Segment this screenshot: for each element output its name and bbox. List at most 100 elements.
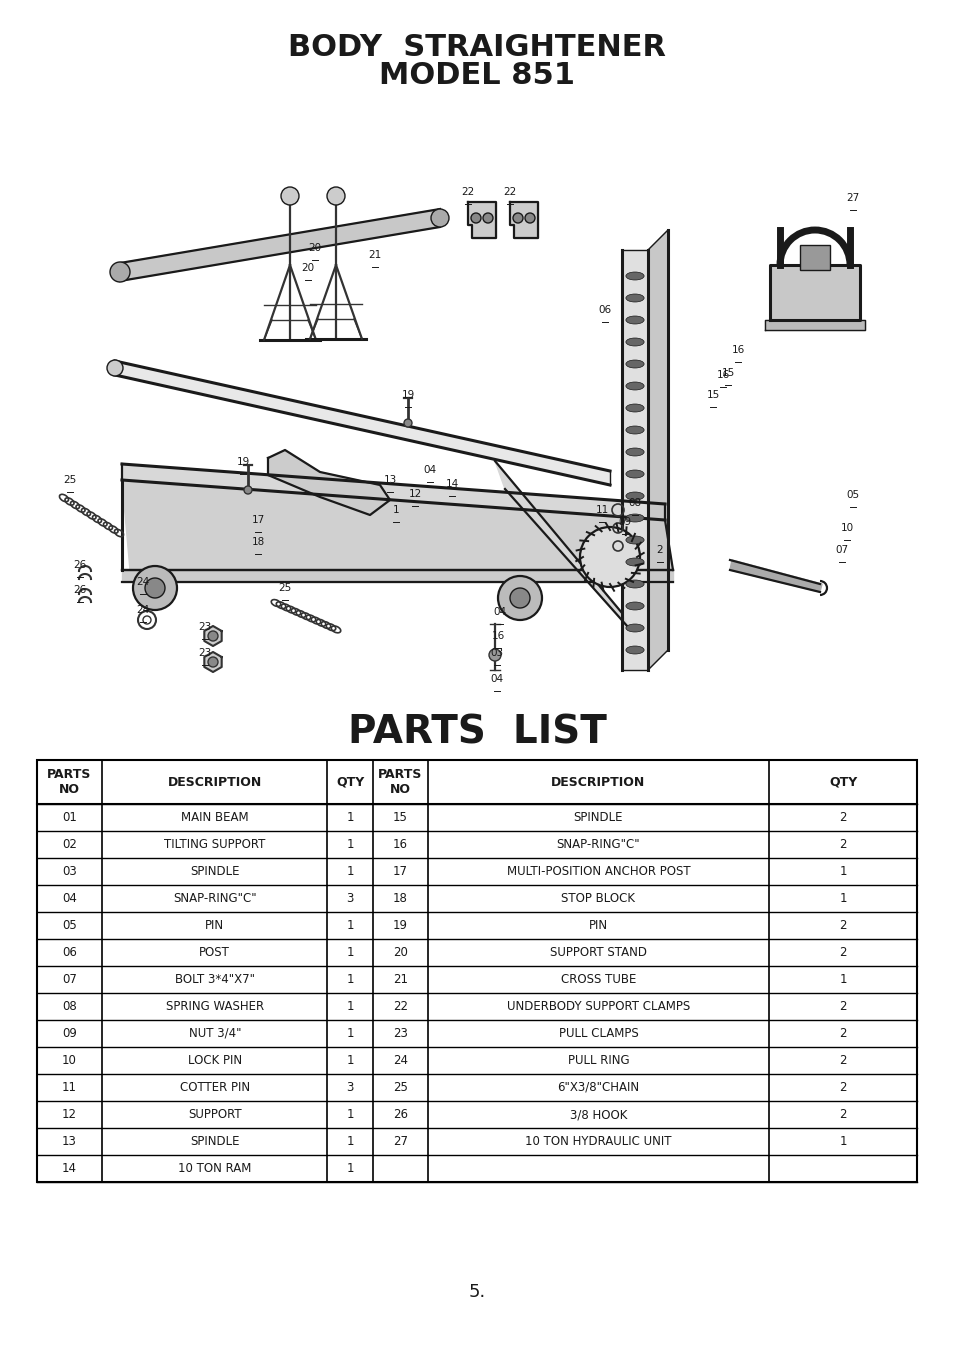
Text: UNDERBODY SUPPORT CLAMPS: UNDERBODY SUPPORT CLAMPS [506, 1000, 689, 1012]
Text: 1: 1 [839, 892, 846, 904]
Ellipse shape [625, 448, 643, 456]
Text: 1: 1 [839, 865, 846, 878]
Text: 16: 16 [491, 630, 504, 641]
Polygon shape [729, 560, 821, 593]
Text: 2: 2 [839, 1108, 846, 1120]
Circle shape [110, 262, 130, 282]
Text: BOLT 3*4"X7": BOLT 3*4"X7" [174, 973, 254, 985]
Text: 09: 09 [618, 517, 631, 526]
Text: 21: 21 [368, 250, 381, 261]
Text: 2: 2 [839, 838, 846, 850]
Text: LOCK PIN: LOCK PIN [188, 1054, 241, 1067]
Ellipse shape [625, 558, 643, 566]
Text: 10 TON RAM: 10 TON RAM [178, 1162, 252, 1174]
Bar [37, 760, 916, 1183]
Text: 04: 04 [490, 674, 503, 684]
Text: 3: 3 [346, 1081, 354, 1094]
Text: 3/8 HOOK: 3/8 HOOK [569, 1108, 626, 1120]
Ellipse shape [625, 271, 643, 279]
Text: SUPPORT: SUPPORT [188, 1108, 241, 1120]
Text: STOP BLOCK: STOP BLOCK [561, 892, 635, 904]
Text: 11: 11 [595, 505, 608, 514]
Circle shape [431, 209, 449, 227]
Circle shape [497, 576, 541, 620]
Text: TILTING SUPPORT: TILTING SUPPORT [164, 838, 265, 850]
Text: PARTS  LIST: PARTS LIST [347, 714, 606, 752]
Text: 5.: 5. [468, 1282, 485, 1301]
Text: SPRING WASHER: SPRING WASHER [166, 1000, 264, 1012]
Text: 1: 1 [346, 973, 354, 985]
Text: 16: 16 [393, 838, 408, 850]
Text: QTY: QTY [828, 775, 857, 788]
Text: DESCRIPTION: DESCRIPTION [168, 775, 262, 788]
Text: POST: POST [199, 946, 230, 958]
Text: CROSS TUBE: CROSS TUBE [560, 973, 636, 985]
Text: QTY: QTY [335, 775, 364, 788]
Text: 2: 2 [656, 545, 662, 555]
Text: 2: 2 [839, 1081, 846, 1094]
Polygon shape [268, 450, 390, 514]
Text: 10 TON HYDRAULIC UNIT: 10 TON HYDRAULIC UNIT [525, 1135, 671, 1148]
Text: 26: 26 [73, 585, 87, 595]
Text: 2: 2 [839, 811, 846, 824]
Text: PARTS
NO: PARTS NO [48, 768, 91, 796]
Text: DESCRIPTION: DESCRIPTION [551, 775, 645, 788]
Polygon shape [468, 202, 496, 238]
Text: 11: 11 [62, 1081, 77, 1094]
Polygon shape [769, 265, 859, 320]
Text: 20: 20 [393, 946, 408, 958]
Text: 23: 23 [393, 1027, 408, 1040]
Ellipse shape [625, 602, 643, 610]
Ellipse shape [625, 360, 643, 369]
Text: 08: 08 [62, 1000, 77, 1012]
Text: 1: 1 [346, 1135, 354, 1148]
Circle shape [281, 188, 298, 205]
Text: 24: 24 [393, 1054, 408, 1067]
Text: 19: 19 [393, 919, 408, 931]
Ellipse shape [625, 294, 643, 302]
Circle shape [510, 589, 530, 608]
Text: 17: 17 [393, 865, 408, 878]
Text: 3: 3 [346, 892, 354, 904]
Text: COTTER PIN: COTTER PIN [179, 1081, 250, 1094]
Ellipse shape [625, 316, 643, 324]
Text: 1: 1 [346, 1027, 354, 1040]
Ellipse shape [625, 624, 643, 632]
Text: PULL CLAMPS: PULL CLAMPS [558, 1027, 638, 1040]
Text: SNAP-RING"C": SNAP-RING"C" [172, 892, 256, 904]
Text: 1: 1 [346, 1054, 354, 1067]
Text: 03: 03 [62, 865, 77, 878]
Text: 26: 26 [393, 1108, 408, 1120]
Ellipse shape [625, 580, 643, 589]
Text: 22: 22 [503, 188, 517, 197]
Text: 27: 27 [845, 193, 859, 202]
Text: 14: 14 [445, 479, 458, 489]
Text: 18: 18 [393, 892, 408, 904]
Text: 1: 1 [346, 1000, 354, 1012]
Circle shape [403, 418, 412, 427]
Text: 12: 12 [408, 489, 421, 500]
Text: SPINDLE: SPINDLE [573, 811, 622, 824]
Polygon shape [621, 250, 647, 670]
Text: 13: 13 [62, 1135, 77, 1148]
Text: 09: 09 [62, 1027, 77, 1040]
Text: PIN: PIN [205, 919, 224, 931]
Text: SNAP-RING"C": SNAP-RING"C" [556, 838, 639, 850]
Text: PARTS
NO: PARTS NO [377, 768, 422, 796]
Text: 15: 15 [393, 811, 408, 824]
Text: 17: 17 [251, 514, 264, 525]
Circle shape [208, 630, 218, 641]
Text: 20: 20 [301, 263, 314, 273]
Text: 25: 25 [393, 1081, 408, 1094]
Text: 13: 13 [383, 475, 396, 485]
Text: BODY  STRAIGHTENER: BODY STRAIGHTENER [288, 34, 665, 62]
Ellipse shape [625, 404, 643, 412]
Polygon shape [510, 202, 537, 238]
Text: 04: 04 [62, 892, 77, 904]
Text: 1: 1 [839, 1135, 846, 1148]
Text: 25: 25 [278, 583, 292, 593]
Circle shape [513, 213, 522, 223]
Text: 16: 16 [731, 346, 744, 355]
Text: 1: 1 [346, 838, 354, 850]
Text: 1: 1 [346, 1162, 354, 1174]
